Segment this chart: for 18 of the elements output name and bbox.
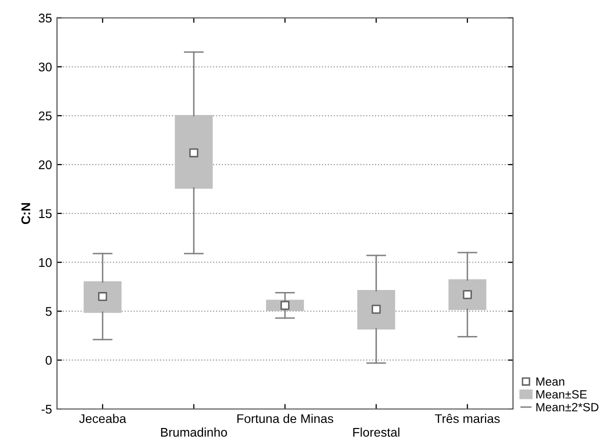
x-tick-label: Fortuna de Minas (237, 414, 334, 424)
y-tick-label: 30 (38, 62, 52, 72)
y-tick-label: 5 (46, 307, 52, 316)
x-tick-label: Jeceaba (79, 414, 126, 424)
y-axis-title: C:N (21, 203, 30, 224)
y-tick-label: 35 (38, 14, 52, 23)
y-tick-label: 0 (46, 356, 52, 365)
text: Mean±2*SD (536, 402, 598, 412)
x-tick-label: Três marias (434, 414, 500, 424)
x-tick-label: Florestal (353, 428, 400, 437)
y-tick-label: 25 (38, 111, 52, 120)
y-tick-label: 20 (38, 160, 52, 170)
y-tick-label: 15 (39, 209, 52, 218)
y-tick-label: 10 (39, 258, 52, 267)
x-tick-label: Brumadinho (161, 428, 227, 437)
text: Mean±SE (536, 390, 587, 399)
text: Mean (536, 378, 564, 386)
y-tick-label: -5 (42, 404, 52, 414)
